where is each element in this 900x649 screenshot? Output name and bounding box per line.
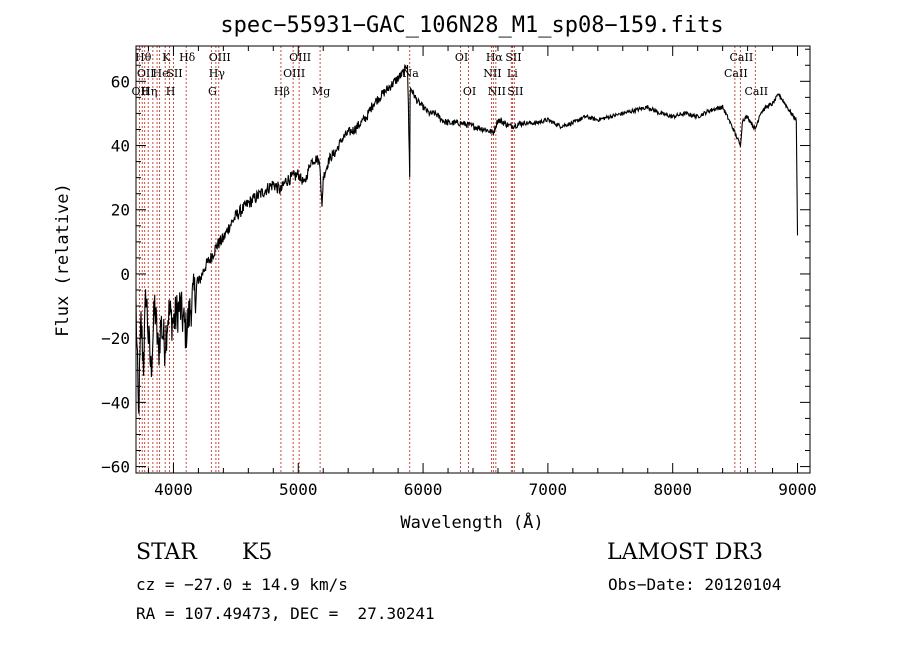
x-tick-label: 4000 (154, 480, 193, 499)
spectral-line-label: OIII (209, 51, 231, 64)
spectral-line-label: Hβ (274, 85, 290, 98)
spectral-line-label: CaII (744, 85, 768, 98)
spectral-line-label: SII (166, 67, 182, 80)
spectral-line-label: H (166, 85, 176, 98)
spectral-line-label: SII (507, 85, 523, 98)
spectral-line-label: K (162, 51, 171, 64)
x-tick-label: 5000 (279, 480, 318, 499)
plot-frame (135, 45, 811, 474)
y-tick-label: 20 (111, 201, 130, 220)
spectral-line-label: Mg (312, 85, 330, 98)
spectral-line-label: Hγ (209, 67, 226, 80)
spectral-line-label: CaII (724, 67, 748, 80)
observation-date: Obs−Date: 20120104 (608, 575, 782, 594)
spectral-line-markers (138, 46, 756, 473)
spectral-line-label: Hα (486, 51, 504, 64)
spectral-line-labels: OIIHθOIIHηHeKHSIIHδGHγOIIIHβOIIIOIIIMgNa… (132, 51, 769, 98)
survey-name: LAMOST DR3 (607, 540, 763, 565)
spectral-line-label: OIII (289, 51, 311, 64)
spectral-line-label: He (153, 67, 169, 80)
spectrum-series-line (135, 64, 799, 414)
chart-title: spec−55931−GAC_106N28_M1_sp08−159.fits (220, 13, 723, 38)
y-tick-label: 0 (120, 265, 130, 284)
spectral-line-label: G (208, 85, 217, 98)
spectral-line-label: NII (483, 67, 501, 80)
spectral-line-label: SII (505, 51, 521, 64)
y-tick-label: −60 (101, 458, 130, 477)
y-axis-ticks: −60 −40 −20 0 20 40 60 (101, 48, 810, 477)
spectral-line-label: OI (463, 85, 476, 98)
x-axis-label: Wavelength (Å) (400, 511, 543, 533)
coordinates: RA = 107.49473, DEC = 27.30241 (136, 604, 435, 623)
y-tick-label: 60 (111, 72, 130, 91)
y-tick-label: −40 (101, 393, 130, 412)
object-subclass: K5 (242, 540, 273, 565)
y-tick-label: 40 (111, 137, 130, 156)
spectral-line-label: OI (455, 51, 468, 64)
y-axis-label: Flux (relative) (53, 183, 73, 337)
spectral-line-label: NII (488, 85, 506, 98)
spectral-line-label: Hδ (179, 51, 196, 64)
spectral-line-label: Li (507, 67, 518, 80)
y-tick-label: −20 (101, 329, 130, 348)
spectral-line-label: Hθ (135, 51, 152, 64)
spectral-line-label: Na (403, 67, 420, 80)
x-tick-label: 8000 (653, 480, 692, 499)
x-tick-label: 9000 (778, 480, 817, 499)
x-tick-label: 6000 (404, 480, 443, 499)
redshift-velocity: cz = −27.0 ± 14.9 km/s (136, 575, 348, 594)
spectral-line-label: Hη (141, 85, 157, 98)
spectral-line-label: OII (137, 67, 155, 80)
spectral-line-label: CaII (730, 51, 754, 64)
x-axis-ticks: 4000 5000 6000 7000 8000 9000 (147, 46, 817, 499)
object-class: STAR (136, 540, 197, 565)
x-tick-label: 7000 (529, 480, 568, 499)
spectral-line-label: OIII (283, 67, 305, 80)
